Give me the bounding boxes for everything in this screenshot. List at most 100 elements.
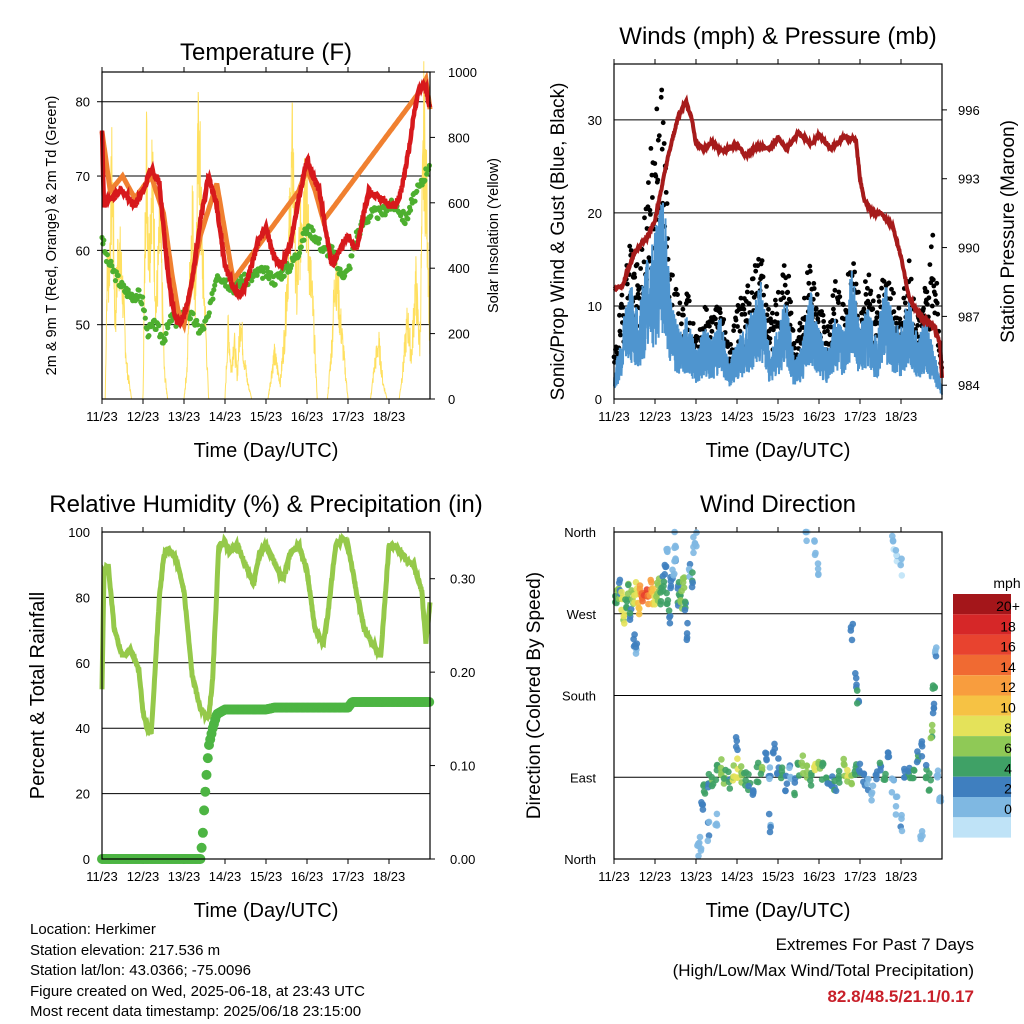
dewpoint-point xyxy=(187,316,193,322)
direction-point xyxy=(918,738,926,745)
y-axis-label: Sonic/Prop Wind & Gust (Blue, Black) xyxy=(548,83,569,401)
gust-point xyxy=(627,243,633,249)
gust-point xyxy=(735,324,740,329)
colorbar-swatch xyxy=(953,614,1011,635)
gust-point xyxy=(853,281,859,287)
y-tick-label: 40 xyxy=(76,721,90,736)
plot-border xyxy=(101,531,431,860)
gust-point xyxy=(767,336,773,341)
extremes-subtitle: (High/Low/Max Wind/Total Precipitation) xyxy=(672,961,974,980)
gust-point xyxy=(728,342,733,347)
x-tick-label: 16/23 xyxy=(803,409,836,424)
dewpoint-point xyxy=(146,333,152,339)
gust-point xyxy=(876,299,882,304)
gust-point xyxy=(863,279,868,284)
gust-point xyxy=(896,305,902,311)
gust-point xyxy=(655,137,661,143)
direction-point xyxy=(704,837,712,845)
direction-point xyxy=(898,555,905,563)
dewpoint-point xyxy=(375,215,381,222)
gust-point xyxy=(774,311,780,317)
recent-timestamp: Most recent data timestamp: 2025/06/18 2… xyxy=(30,1003,362,1020)
direction-point xyxy=(701,790,709,797)
direction-point xyxy=(695,852,702,860)
gust-point xyxy=(876,294,882,299)
x-tick-label: 18/23 xyxy=(885,869,918,884)
dewpoint-point xyxy=(342,273,348,279)
gust-point xyxy=(661,141,667,146)
gust-point xyxy=(930,232,936,238)
gust-point xyxy=(676,311,681,317)
direction-point xyxy=(635,610,643,618)
x-tick-label: 16/23 xyxy=(291,409,324,424)
gust-point xyxy=(646,180,651,186)
gust-point xyxy=(746,301,752,307)
direction-point xyxy=(892,811,900,818)
direction-point xyxy=(684,619,691,627)
direction-point xyxy=(770,749,777,757)
y-tick-label: 100 xyxy=(68,525,90,540)
temp-2m-line xyxy=(99,77,433,330)
gust-point xyxy=(788,310,794,316)
colorbar-label: 0 xyxy=(1004,801,1012,817)
direction-point xyxy=(927,776,934,784)
x-tick-label: 18/23 xyxy=(885,409,918,424)
colorbar-swatch xyxy=(953,797,1011,818)
direction-point xyxy=(849,620,857,628)
gust-point xyxy=(934,280,940,286)
dewpoint-point xyxy=(115,272,121,279)
direction-point xyxy=(615,579,623,587)
direction-point xyxy=(763,750,770,757)
x-tick-label: 15/23 xyxy=(762,409,795,424)
dewpoint-point xyxy=(249,278,255,284)
direction-point xyxy=(690,549,697,557)
direction-point xyxy=(767,823,774,831)
gust-point xyxy=(784,301,790,307)
dewpoint-point xyxy=(142,315,148,321)
direction-point xyxy=(754,759,762,767)
gust-point xyxy=(797,320,803,326)
gust-point xyxy=(836,289,842,295)
dewpoint-point xyxy=(268,270,274,276)
gust-point xyxy=(935,311,941,317)
direction-point xyxy=(778,768,786,775)
gust-point xyxy=(856,289,861,295)
x-tick-label: 14/23 xyxy=(209,869,242,884)
direction-point xyxy=(897,561,904,569)
y2-tick-label: 600 xyxy=(448,196,470,211)
direction-point xyxy=(666,612,674,620)
y-tick-label: North xyxy=(564,525,596,540)
gust-point xyxy=(763,302,769,308)
direction-point xyxy=(931,684,938,692)
x-tick-label: 15/23 xyxy=(250,869,283,884)
precip-point xyxy=(424,697,435,707)
precip-point xyxy=(199,805,210,816)
dewpoint-point xyxy=(310,227,316,234)
direction-point xyxy=(814,560,822,567)
gust-point xyxy=(863,292,869,297)
y2-tick-label: 800 xyxy=(448,130,470,145)
gust-point xyxy=(879,285,884,291)
dewpoint-point xyxy=(212,282,218,288)
extremes-values: 82.8/48.5/21.1/0.17 xyxy=(827,987,974,1006)
gust-point xyxy=(861,306,867,312)
y-axis-label: Percent & Total Rainfall xyxy=(27,592,49,800)
direction-point xyxy=(737,763,745,770)
gust-point xyxy=(635,283,640,288)
gust-point xyxy=(821,324,827,330)
gust-point xyxy=(807,263,813,269)
direction-point xyxy=(698,799,705,806)
x-tick-label: 13/23 xyxy=(168,869,201,884)
direction-point xyxy=(848,636,856,644)
direction-point xyxy=(844,766,851,774)
gust-point xyxy=(833,279,838,284)
precip-point xyxy=(201,769,212,780)
gust-point xyxy=(659,87,665,93)
y2-tick-label: 0.00 xyxy=(450,852,475,867)
gust-point xyxy=(764,284,769,289)
gust-point xyxy=(868,288,874,294)
dewpoint-point xyxy=(104,252,110,258)
gust-point xyxy=(790,328,796,333)
gust-point xyxy=(658,94,664,100)
x-tick-label: 14/23 xyxy=(209,409,242,424)
